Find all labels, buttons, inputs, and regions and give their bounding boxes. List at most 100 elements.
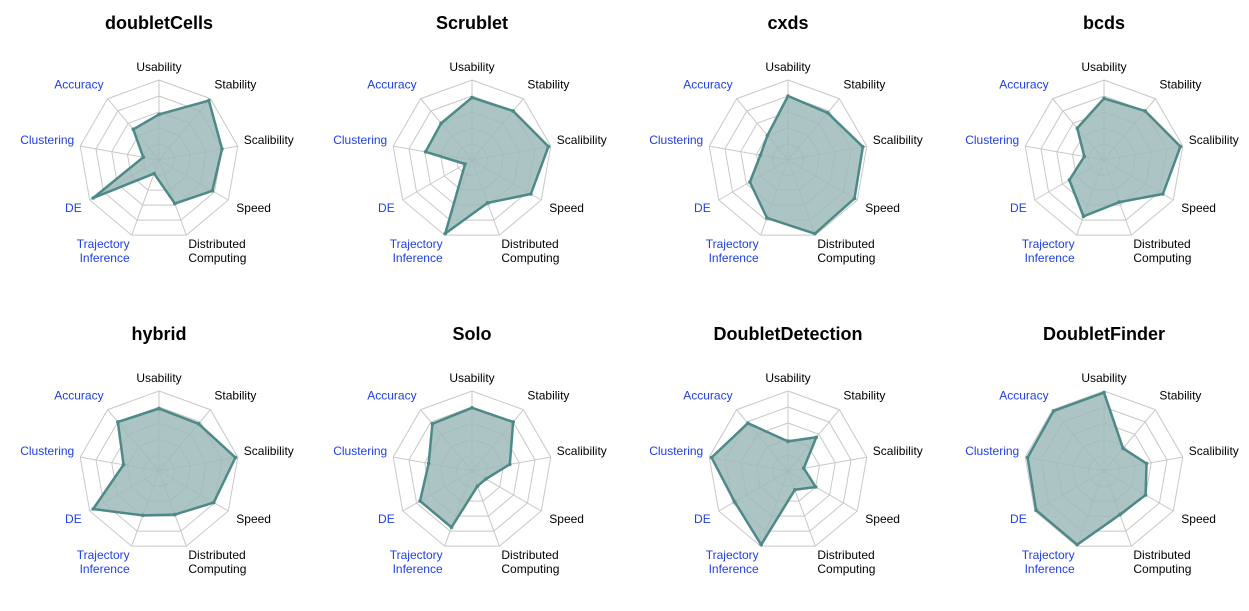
data-point <box>443 231 447 236</box>
axis-label: Trajectory Inference <box>706 548 759 576</box>
data-point <box>529 192 533 196</box>
axis-label: Clustering <box>20 444 74 458</box>
data-point <box>1081 214 1086 219</box>
axis-label-line: Inference <box>709 251 759 265</box>
axis-label-line: DE <box>1010 201 1027 215</box>
axis-label-line: Distributed <box>1133 237 1190 251</box>
axis-label-line: DE <box>378 201 395 215</box>
data-point <box>813 231 817 236</box>
axis-label: Speed <box>865 201 900 215</box>
data-point <box>746 421 750 425</box>
axis-label: Usability <box>1081 371 1126 385</box>
data-point <box>1082 154 1087 159</box>
axis-label: Scalibility <box>557 133 607 147</box>
axis-label-line: Inference <box>1025 251 1075 265</box>
axis-label: Accuracy <box>683 78 732 92</box>
axis-label-line: DE <box>694 512 711 526</box>
data-point <box>211 500 216 505</box>
axis-label: DE <box>65 201 82 215</box>
data-point <box>484 477 488 481</box>
data-point <box>91 196 95 200</box>
axis-label-line: Stability <box>527 389 569 403</box>
axis-label: Clustering <box>649 444 703 458</box>
axis-label-line: Trajectory <box>1022 237 1075 251</box>
axis-label-line: Speed <box>549 201 584 215</box>
axis-label-line: Computing <box>501 562 559 576</box>
radar-panel-cxds: cxds Usability Stability Scalibility Speed Di… <box>629 0 941 300</box>
axis-label-line: Trajectory <box>390 548 443 562</box>
axis-label-line: Distributed <box>817 548 874 562</box>
series-area <box>1026 391 1148 546</box>
radar-panel-DoubletFinder: DoubletFinder Usability Stability Scalibili… <box>945 311 1249 611</box>
axis-label: DE <box>694 201 711 215</box>
axis-label-line: Scalibility <box>1189 133 1239 147</box>
axis-label-line: Scalibility <box>873 133 923 147</box>
data-point <box>1161 192 1165 196</box>
axis-label-line: Accuracy <box>367 389 416 403</box>
axis-label-line: Clustering <box>649 444 703 458</box>
data-point <box>813 485 818 489</box>
axis-label-line: Clustering <box>333 444 387 458</box>
data-point <box>233 455 238 460</box>
axis-label: DE <box>378 512 395 526</box>
data-point <box>793 487 797 492</box>
axis-label-line: Usability <box>1081 60 1126 74</box>
radar-svg: Solo Usability Stability Scalibility Speed Di… <box>333 324 607 576</box>
axis-label-line: DE <box>65 512 82 526</box>
axis-label: Usability <box>765 60 810 74</box>
radar-panel-DoubletDetection: DoubletDetection Usability Stability Scalib… <box>629 311 941 611</box>
axis-label: Accuracy <box>999 78 1048 92</box>
data-point <box>470 95 474 100</box>
axis-label: Scalibility <box>557 444 607 458</box>
axis-label-line: Distributed <box>188 237 245 251</box>
axis-label-line: Accuracy <box>999 78 1048 92</box>
axis-label-line: Accuracy <box>683 389 732 403</box>
data-point <box>121 462 126 467</box>
axis-label-line: Clustering <box>20 444 74 458</box>
axis-label-line: Stability <box>214 389 256 403</box>
axis-label-line: Usability <box>1081 371 1126 385</box>
axis-label-line: Scalibility <box>244 444 294 458</box>
grid-ring <box>408 406 536 532</box>
axis-label-line: Inference <box>393 562 443 576</box>
data-point <box>1075 542 1079 547</box>
grid-ring <box>392 79 552 236</box>
axis-label-line: Computing <box>188 562 246 576</box>
axis-label-line: Stability <box>843 389 885 403</box>
axis-label: Distributed Computing <box>817 548 875 576</box>
axis-label: Clustering <box>965 133 1019 147</box>
data-point <box>173 201 177 206</box>
chart-title: Solo <box>453 324 492 344</box>
data-point <box>546 144 551 149</box>
data-point <box>173 512 177 517</box>
data-point <box>1121 446 1125 451</box>
axis-label: Trajectory Inference <box>706 237 759 265</box>
axis-label: Usability <box>1081 60 1126 74</box>
data-point <box>463 162 467 166</box>
axis-label-line: Usability <box>136 371 181 385</box>
series-area <box>91 99 224 205</box>
axis-label: Stability <box>214 78 256 92</box>
axis-label: Accuracy <box>367 78 416 92</box>
axis-label-line: Computing <box>501 251 559 265</box>
data-point <box>511 109 515 113</box>
axis-label: Stability <box>214 389 256 403</box>
axis-label: Trajectory Inference <box>1022 237 1075 265</box>
axis-label-line: Computing <box>817 562 875 576</box>
grid-ring <box>392 390 552 547</box>
axis-label-line: Stability <box>1159 389 1201 403</box>
grid-ring <box>708 79 868 236</box>
axis-label: Speed <box>549 201 584 215</box>
axis-label-line: Scalibility <box>1189 444 1239 458</box>
data-point <box>1178 144 1183 149</box>
axis-label: Scalibility <box>873 444 923 458</box>
axis-label: Clustering <box>20 133 74 147</box>
axis-label: Stability <box>527 78 569 92</box>
axis-label-line: Trajectory <box>706 548 759 562</box>
data-point <box>141 155 146 160</box>
axis-label-line: Inference <box>80 251 130 265</box>
radar-panel-Scrublet: Scrublet Usability Stability Scalibility Spe… <box>313 0 625 300</box>
data-point <box>449 525 454 530</box>
axis-label: Scalibility <box>244 133 294 147</box>
axis-label: Scalibility <box>873 133 923 147</box>
